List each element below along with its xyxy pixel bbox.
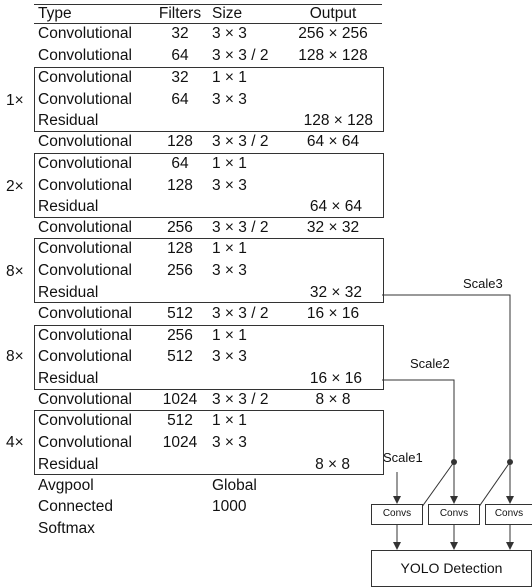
row-22-type: Connected [38, 498, 113, 515]
row-15-filters: 512 [167, 348, 193, 365]
row-17-filters: 1024 [162, 391, 198, 408]
upsample-link-1 [418, 461, 455, 512]
repeat-label-4: 8× [6, 348, 24, 365]
row-12-output: 32 × 32 [309, 284, 362, 301]
header-filters: Filters [158, 5, 202, 22]
row-14-size: 1 × 1 [212, 327, 247, 344]
scale3-label: Scale3 [463, 276, 503, 291]
row-19-type: Convolutional [38, 434, 132, 451]
row-9-type: Convolutional [38, 219, 132, 236]
row-11-filters: 256 [167, 262, 193, 279]
row-0-filters: 32 [171, 25, 189, 42]
row-20-type: Residual [38, 456, 99, 473]
scale2-label: Scale2 [410, 356, 450, 371]
convs-box-1: Convs [371, 504, 423, 525]
row-0-type: Convolutional [38, 25, 132, 42]
row-8-type: Residual [38, 198, 99, 215]
row-10-type: Convolutional [38, 240, 132, 257]
table-top-rule [34, 4, 382, 5]
repeat-label-2: 2× [6, 178, 24, 195]
row-11-type: Convolutional [38, 262, 132, 279]
row-16-output: 16 × 16 [309, 370, 362, 387]
row-7-size: 3 × 3 [212, 177, 247, 194]
residual-block-1 [34, 67, 384, 132]
row-19-size: 3 × 3 [212, 434, 247, 451]
row-1-type: Convolutional [38, 47, 132, 64]
row-13-type: Convolutional [38, 305, 132, 322]
row-8-output: 64 × 64 [309, 198, 362, 215]
row-10-filters: 128 [167, 240, 193, 257]
row-19-filters: 1024 [162, 434, 198, 451]
row-14-filters: 256 [167, 327, 193, 344]
row-17-output: 8 × 8 [315, 391, 351, 408]
row-9-output: 32 × 32 [306, 219, 360, 236]
repeat-label-5: 4× [6, 434, 24, 451]
row-3-type: Convolutional [38, 91, 132, 108]
row-3-size: 3 × 3 [212, 91, 247, 108]
row-15-type: Convolutional [38, 348, 132, 365]
row-14-type: Convolutional [38, 327, 132, 344]
table-header-rule [34, 23, 382, 24]
row-9-size: 3 × 3 / 2 [212, 219, 269, 236]
scale2-line [382, 379, 458, 504]
residual-block-4 [34, 325, 384, 390]
row-6-size: 1 × 1 [212, 155, 247, 172]
row-6-filters: 64 [171, 155, 189, 172]
row-7-type: Convolutional [38, 177, 132, 194]
row-12-type: Residual [38, 284, 99, 301]
row-21-type: Avgpool [38, 477, 94, 494]
scale1-label: Scale1 [383, 450, 423, 465]
row-13-filters: 512 [167, 305, 193, 322]
convs-box-2: Convs [428, 504, 480, 525]
row-22-size: 1000 [212, 498, 247, 515]
row-23-type: Softmax [38, 520, 95, 537]
row-2-size: 1 × 1 [212, 69, 247, 86]
row-16-type: Residual [38, 370, 99, 387]
row-5-filters: 128 [167, 133, 193, 150]
row-5-output: 64 × 64 [306, 133, 360, 150]
repeat-label-3: 8× [6, 263, 24, 280]
row-18-size: 1 × 1 [212, 412, 247, 429]
scale3-line [382, 294, 514, 504]
row-13-size: 3 × 3 / 2 [212, 305, 269, 322]
row-11-size: 3 × 3 [212, 262, 247, 279]
row-15-size: 3 × 3 [212, 348, 247, 365]
row-1-filters: 64 [171, 47, 189, 64]
row-17-type: Convolutional [38, 391, 132, 408]
residual-block-2 [34, 153, 384, 218]
row-3-filters: 64 [171, 91, 189, 108]
residual-block-3 [34, 238, 384, 303]
row-20-output: 8 × 8 [315, 456, 350, 473]
row-0-output: 256 × 256 [298, 25, 368, 42]
residual-block-5 [34, 410, 384, 475]
header-type: Type [38, 5, 72, 22]
row-2-filters: 32 [171, 69, 189, 86]
upsample-link-2 [475, 461, 511, 512]
convs-box-3: Convs [485, 504, 532, 525]
row-2-type: Convolutional [38, 69, 132, 86]
row-9-filters: 256 [167, 219, 193, 236]
header-output: Output [309, 5, 357, 22]
row-7-filters: 128 [167, 177, 193, 194]
row-6-type: Convolutional [38, 155, 132, 172]
yolo-detection-box: YOLO Detection [371, 550, 532, 587]
row-5-size: 3 × 3 / 2 [212, 133, 269, 150]
row-10-size: 1 × 1 [212, 240, 247, 257]
repeat-label-1: 1× [6, 92, 24, 109]
header-size: Size [212, 5, 243, 22]
row-1-output: 128 × 128 [298, 47, 368, 64]
row-13-output: 16 × 16 [306, 305, 360, 322]
row-17-size: 3 × 3 / 2 [212, 391, 269, 408]
row-18-type: Convolutional [38, 412, 132, 429]
row-4-output: 128 × 128 [303, 112, 373, 129]
row-4-type: Residual [38, 112, 99, 129]
row-5-type: Convolutional [38, 133, 132, 150]
row-21-size: Global [212, 477, 257, 494]
row-1-size: 3 × 3 / 2 [212, 47, 269, 64]
row-0-size: 3 × 3 [212, 25, 247, 42]
row-18-filters: 512 [167, 412, 193, 429]
